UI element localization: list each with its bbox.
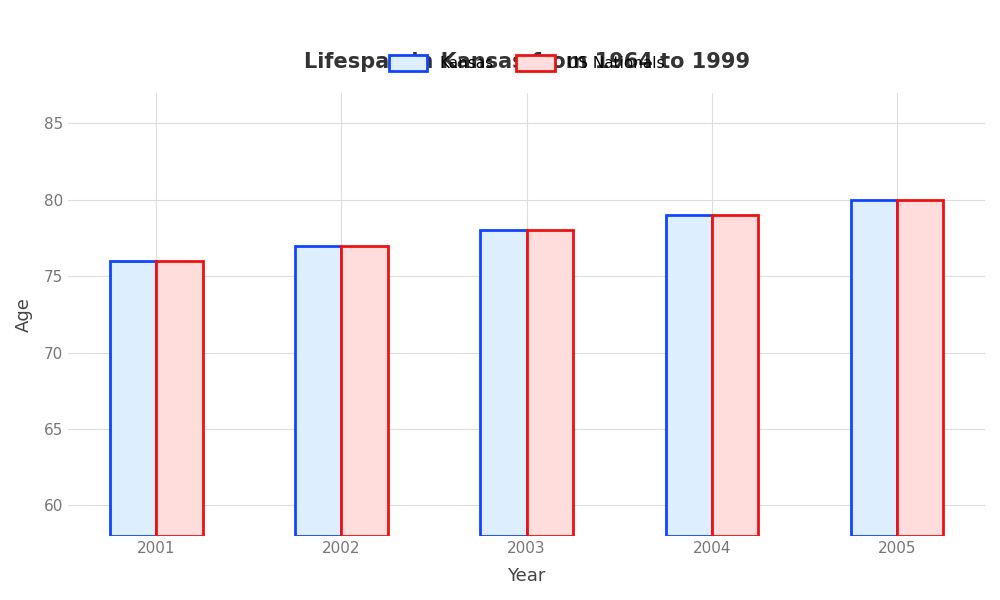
Y-axis label: Age: Age: [15, 297, 33, 332]
Title: Lifespan in Kansas from 1964 to 1999: Lifespan in Kansas from 1964 to 1999: [304, 52, 750, 72]
Bar: [295, 245, 341, 536]
Bar: [341, 245, 388, 536]
Bar: [712, 215, 758, 536]
Bar: [527, 230, 573, 536]
Bar: [666, 215, 712, 536]
Bar: [851, 200, 897, 536]
X-axis label: Year: Year: [507, 567, 546, 585]
Bar: [156, 261, 203, 536]
Legend: Kansas, US Nationals: Kansas, US Nationals: [381, 47, 672, 79]
Bar: [897, 200, 943, 536]
Bar: [110, 261, 156, 536]
Bar: [480, 230, 527, 536]
